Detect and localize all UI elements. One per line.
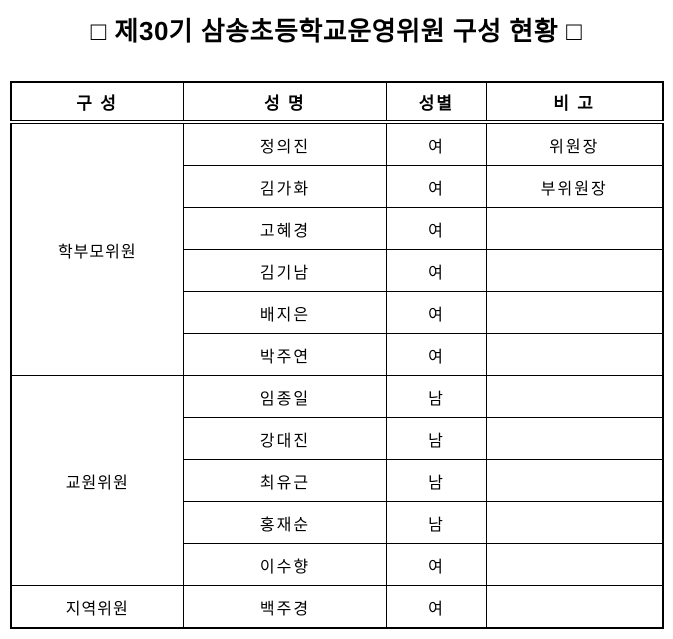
- gender-cell: 남: [386, 459, 487, 502]
- table-row: 홍재순 남: [11, 501, 663, 544]
- table-row: 배지은 여: [11, 291, 663, 334]
- name-cell: 홍재순: [183, 501, 387, 544]
- name-cell: 강대진: [183, 417, 387, 460]
- group-cell-parents: 학부모위원: [10, 121, 184, 376]
- note-cell: 위원장: [486, 121, 663, 166]
- gender-cell: 여: [386, 165, 487, 208]
- table-row: 김기남 여: [11, 249, 663, 292]
- gender-cell: 여: [386, 291, 487, 334]
- note-cell: [486, 501, 663, 544]
- table-row: 지역위원 백주경 여: [10, 585, 663, 629]
- gender-cell: 남: [386, 375, 487, 418]
- table-header-row: 구 성 성 명 성별 비 고: [10, 81, 663, 124]
- group-cell-teachers: 교원위원: [10, 375, 184, 586]
- name-cell: 정의진: [183, 121, 387, 166]
- note-cell: [486, 543, 663, 586]
- name-cell: 백주경: [183, 585, 387, 629]
- note-cell: [486, 207, 663, 250]
- gender-cell: 여: [386, 543, 487, 586]
- table-row: 학부모위원 정의진 여 위원장: [10, 121, 663, 376]
- name-cell: 임종일: [183, 375, 387, 418]
- group-cell-community: 지역위원: [10, 585, 184, 629]
- name-cell: 고혜경: [183, 207, 387, 250]
- table-row: 박주연 여: [11, 333, 663, 376]
- note-cell: [486, 459, 663, 502]
- name-cell: 이수향: [183, 543, 387, 586]
- name-cell: 김가화: [183, 165, 387, 208]
- note-cell: [486, 375, 663, 418]
- note-cell: [486, 333, 663, 376]
- note-cell: 부위원장: [486, 165, 663, 208]
- header-gender: 성별: [386, 81, 487, 124]
- name-cell: 김기남: [183, 249, 387, 292]
- note-cell: [486, 249, 663, 292]
- gender-cell: 남: [386, 501, 487, 544]
- page-title: □ 제30기 삼송초등학교운영위원 구성 현황 □: [90, 16, 583, 46]
- gender-cell: 여: [386, 585, 487, 629]
- table-row: 이수향 여: [11, 543, 663, 586]
- table-row: 교원위원 임종일 남: [10, 375, 663, 586]
- gender-cell: 여: [386, 249, 487, 292]
- note-cell: [486, 417, 663, 460]
- table-row: 김가화 여 부위원장: [11, 165, 663, 208]
- header-name: 성 명: [183, 81, 387, 124]
- table-row: 고혜경 여: [11, 207, 663, 250]
- name-cell: 박주연: [183, 333, 387, 376]
- header-note: 비 고: [486, 81, 663, 124]
- gender-cell: 여: [386, 333, 487, 376]
- name-cell: 최유근: [183, 459, 387, 502]
- gender-cell: 여: [386, 207, 487, 250]
- name-cell: 배지은: [183, 291, 387, 334]
- gender-cell: 여: [386, 121, 487, 166]
- committee-table: 구 성 성 명 성별 비 고 학부모위원 정의진 여 위원장 김가화 여 부위원…: [9, 81, 664, 629]
- note-cell: [486, 291, 663, 334]
- note-cell: [486, 585, 663, 629]
- header-group: 구 성: [10, 81, 184, 124]
- gender-cell: 남: [386, 417, 487, 460]
- table-row: 최유근 남: [11, 459, 663, 502]
